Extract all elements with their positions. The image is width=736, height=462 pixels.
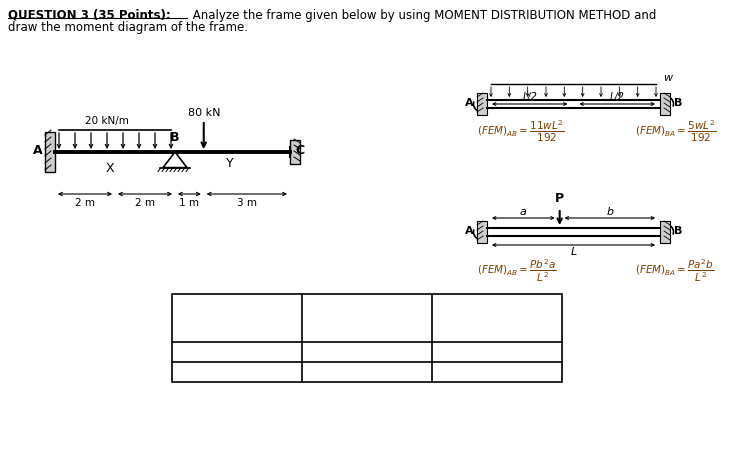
- Text: B: B: [674, 226, 682, 236]
- Bar: [660, 221, 670, 243]
- Text: 3I: 3I: [492, 347, 502, 357]
- Text: Y: Y: [227, 157, 234, 170]
- Text: 3I: 3I: [362, 367, 372, 377]
- Text: Moment of Inertia: Moment of Inertia: [314, 306, 420, 316]
- Bar: [290, 140, 300, 164]
- Text: L/2: L/2: [523, 92, 538, 102]
- Text: $(FEM)_{BA} = \dfrac{5wL^2}{192}$: $(FEM)_{BA} = \dfrac{5wL^2}{192}$: [635, 119, 716, 144]
- Text: $(FEM)_{AB} = \dfrac{Pb^2a}{L^2}$: $(FEM)_{AB} = \dfrac{Pb^2a}{L^2}$: [477, 257, 556, 284]
- Bar: [660, 93, 670, 115]
- Text: B: B: [170, 131, 180, 144]
- Text: A: A: [464, 226, 473, 236]
- Text: Moment of Inertia: Moment of Inertia: [444, 306, 551, 316]
- Text: X: X: [106, 162, 114, 175]
- Text: Last Digit: Last Digit: [207, 303, 267, 313]
- Text: 80 kN: 80 kN: [188, 108, 220, 118]
- Bar: [477, 93, 487, 115]
- Text: 2 m: 2 m: [75, 198, 95, 208]
- Text: Analyze the frame given below by using MOMENT DISTRIBUTION METHOD and: Analyze the frame given below by using M…: [189, 9, 657, 22]
- Text: 2 m: 2 m: [135, 198, 155, 208]
- Text: QUESTION 3 (35 Points):: QUESTION 3 (35 Points):: [8, 9, 171, 22]
- Text: of: of: [230, 313, 244, 323]
- Text: Student ID: Student ID: [204, 323, 270, 333]
- Text: 20 kN/m: 20 kN/m: [85, 116, 129, 126]
- Polygon shape: [163, 152, 187, 168]
- Text: 4I: 4I: [492, 367, 502, 377]
- Bar: [477, 221, 487, 243]
- Text: b: b: [606, 207, 613, 217]
- Text: 3 m: 3 m: [237, 198, 257, 208]
- Text: 1 m: 1 m: [180, 198, 199, 208]
- Text: L: L: [570, 247, 576, 257]
- Text: draw the moment diagram of the frame.: draw the moment diagram of the frame.: [8, 21, 248, 34]
- Text: P: P: [555, 192, 565, 205]
- Text: B: B: [674, 98, 682, 108]
- Text: 4I: 4I: [362, 347, 372, 357]
- Text: X: X: [363, 293, 372, 306]
- Bar: [45, 132, 55, 172]
- Text: C: C: [295, 145, 304, 158]
- Text: L/2: L/2: [609, 92, 624, 102]
- Text: a: a: [520, 207, 527, 217]
- Text: $(FEM)_{BA} = \dfrac{Pa^2b}{L^2}$: $(FEM)_{BA} = \dfrac{Pa^2b}{L^2}$: [635, 257, 714, 284]
- Text: ODD NUMBERS: ODD NUMBERS: [195, 347, 279, 357]
- Text: A: A: [33, 145, 43, 158]
- Text: of: of: [361, 316, 373, 326]
- Text: A: A: [464, 98, 473, 108]
- Text: EVEN NUMBERS: EVEN NUMBERS: [193, 367, 281, 377]
- Text: Y: Y: [493, 293, 501, 306]
- Bar: [172, 294, 562, 382]
- Text: of: of: [491, 316, 503, 326]
- Text: $(FEM)_{AB} = \dfrac{11wL^2}{192}$: $(FEM)_{AB} = \dfrac{11wL^2}{192}$: [477, 119, 565, 144]
- Text: BC: BC: [489, 327, 505, 337]
- Text: w: w: [663, 73, 672, 83]
- Text: AB: AB: [358, 327, 375, 337]
